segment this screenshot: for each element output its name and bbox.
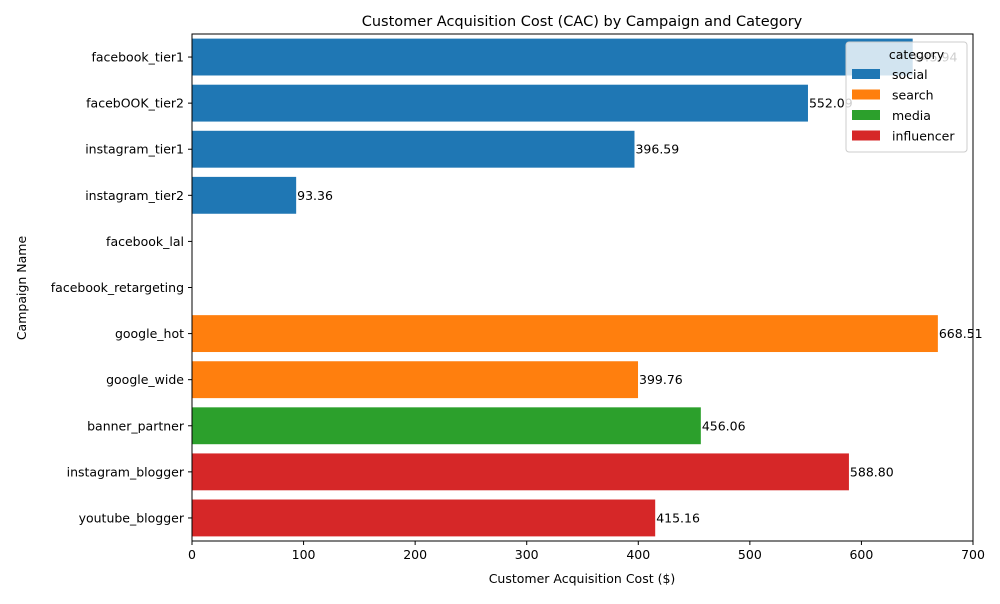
legend: category social search media influencer: [845, 41, 968, 153]
value-label-instagram_tier1: 396.59: [635, 142, 679, 157]
bar-instagram_tier1: [192, 130, 635, 168]
legend-swatch-influencer: [852, 130, 880, 141]
x-tick-label-200: 200: [403, 547, 427, 562]
x-axis-label: Customer Acquisition Cost ($): [489, 571, 676, 586]
bar-facebOOK_tier2: [192, 84, 808, 122]
bar-instagram_blogger: [192, 453, 849, 491]
legend-label-influencer: influencer: [892, 129, 955, 144]
value-label-instagram_tier2: 93.36: [297, 188, 333, 203]
bar-facebook_tier1: [192, 38, 913, 76]
bar-google_wide: [192, 361, 639, 399]
legend-swatch-social: [852, 69, 880, 79]
bars-layer: [192, 38, 938, 537]
x-tick-label-300: 300: [515, 547, 539, 562]
value-label-google_hot: 668.51: [939, 326, 983, 341]
legend-title: category: [889, 47, 945, 62]
y-tick-label-banner_partner: banner_partner: [87, 418, 185, 433]
y-tick-label-google_hot: google_hot: [115, 326, 184, 341]
legend-label-social: social: [892, 67, 928, 82]
x-tick-label-400: 400: [626, 547, 650, 562]
value-label-instagram_blogger: 588.80: [850, 464, 894, 479]
legend-label-media: media: [892, 108, 931, 123]
x-tick-label-500: 500: [738, 547, 762, 562]
x-tick-label-0: 0: [188, 547, 196, 562]
bar-instagram_tier2: [192, 176, 297, 214]
y-tick-label-youtube_blogger: youtube_blogger: [79, 510, 185, 525]
chart-title: Customer Acquisition Cost (CAC) by Campa…: [362, 14, 803, 30]
bar-google_hot: [192, 315, 938, 353]
y-axis-label: Campaign Name: [14, 236, 29, 341]
y-tick-label-instagram_tier2: instagram_tier2: [85, 188, 184, 203]
value-label-youtube_blogger: 415.16: [656, 510, 700, 525]
value-label-banner_partner: 456.06: [702, 418, 746, 433]
y-tick-label-facebOOK_tier2: facebOOK_tier2: [86, 96, 184, 111]
value-label-facebOOK_tier2: 552.09: [809, 96, 853, 111]
legend-swatch-media: [852, 110, 880, 120]
axes-layer: facebook_tier1 facebOOK_tier2 instagram_ti…: [51, 33, 985, 562]
x-tick-label-600: 600: [849, 547, 873, 562]
bar-banner_partner: [192, 407, 701, 445]
x-tick-label-700: 700: [961, 547, 985, 562]
bar-youtube_blogger: [192, 499, 656, 537]
plot-frame: [191, 33, 974, 542]
y-tick-label-instagram_blogger: instagram_blogger: [67, 464, 185, 479]
y-tick-label-facebook_retargeting: facebook_retargeting: [51, 280, 184, 295]
y-tick-label-facebook_tier1: facebook_tier1: [92, 50, 185, 65]
x-tick-label-100: 100: [292, 547, 316, 562]
y-tick-label-facebook_lal: facebook_lal: [106, 234, 184, 249]
y-tick-label-instagram_tier1: instagram_tier1: [85, 142, 184, 157]
legend-swatch-search: [852, 89, 880, 100]
value-labels-layer: 645.94552.09396.5993.36668.51399.76456.0…: [297, 50, 982, 526]
value-label-google_wide: 399.76: [639, 372, 683, 387]
legend-label-search: search: [892, 88, 934, 103]
y-tick-label-google_wide: google_wide: [106, 372, 184, 387]
